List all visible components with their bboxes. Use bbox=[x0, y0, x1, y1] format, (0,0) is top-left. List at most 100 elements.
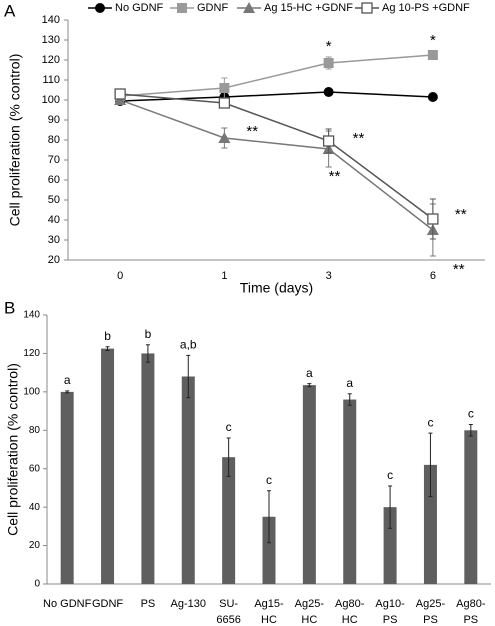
marker bbox=[218, 132, 231, 143]
x-tick-label: Ag80- bbox=[335, 598, 365, 610]
x-tick-label: HC bbox=[261, 614, 277, 626]
x-tick-label: PS bbox=[463, 614, 478, 626]
marker bbox=[427, 50, 438, 60]
error-bar bbox=[226, 437, 231, 477]
marker bbox=[218, 97, 231, 109]
error-bar bbox=[267, 490, 271, 544]
y-tick-label: 0 bbox=[34, 579, 40, 590]
error-bar bbox=[468, 424, 473, 437]
x-tick-label: PS bbox=[383, 614, 398, 626]
annotation: ** bbox=[453, 261, 465, 278]
x-tick-label: No GDNF bbox=[43, 598, 92, 610]
error-bar bbox=[145, 344, 150, 363]
annotation: ** bbox=[455, 206, 467, 223]
y-tick-label: 100 bbox=[42, 94, 60, 106]
marker bbox=[323, 58, 334, 68]
error-bar bbox=[65, 390, 70, 394]
x-tick-label: 0 bbox=[117, 270, 123, 282]
x-axis-title: Time (days) bbox=[240, 280, 313, 296]
series-line bbox=[120, 54, 433, 97]
bar bbox=[222, 457, 236, 584]
y-tick-label: 140 bbox=[23, 310, 40, 321]
x-tick-label: Ag-130 bbox=[171, 598, 206, 610]
marker bbox=[114, 88, 126, 100]
error-bar bbox=[186, 354, 191, 399]
error-bar bbox=[347, 393, 352, 406]
y-tick-label: 80 bbox=[29, 425, 41, 436]
annotation: ** bbox=[329, 168, 341, 185]
annotation: ** bbox=[353, 130, 365, 147]
marker bbox=[427, 92, 438, 102]
x-tick-label: Ag10- bbox=[375, 598, 405, 610]
bar bbox=[101, 348, 115, 584]
significance-letter: a bbox=[306, 366, 313, 380]
significance-letter: b bbox=[104, 329, 111, 343]
x-tick-label: 6 bbox=[430, 270, 436, 282]
y-tick-label: 130 bbox=[42, 34, 60, 46]
significance-letter: b bbox=[145, 327, 152, 341]
error-bar bbox=[307, 383, 312, 388]
y-tick-label: 30 bbox=[48, 234, 60, 246]
bar bbox=[302, 385, 316, 584]
y-tick-label: 120 bbox=[23, 348, 40, 359]
bar bbox=[383, 507, 397, 584]
bar bbox=[464, 430, 478, 584]
marker bbox=[219, 83, 230, 93]
marker bbox=[361, 2, 373, 14]
y-tick-label: 20 bbox=[29, 540, 41, 551]
x-tick-label: PS bbox=[423, 614, 438, 626]
panel-label: B bbox=[4, 298, 15, 317]
marker bbox=[243, 2, 255, 13]
series-line bbox=[119, 99, 434, 231]
annotation: * bbox=[430, 32, 436, 49]
significance-letter: a,b bbox=[180, 338, 197, 352]
series-line bbox=[120, 93, 434, 220]
x-tick-label: Ag15- bbox=[254, 598, 284, 610]
significance-letter: c bbox=[266, 473, 272, 487]
y-tick-label: 40 bbox=[48, 214, 60, 226]
legend-label: No GDNF bbox=[115, 2, 164, 14]
y-axis-title: Cell proliferation (% control) bbox=[7, 54, 23, 227]
x-tick-label: 1 bbox=[221, 270, 227, 282]
error-bar bbox=[428, 432, 433, 498]
x-tick-label: 3 bbox=[326, 270, 332, 282]
bar bbox=[141, 353, 155, 584]
x-tick-label: HC bbox=[301, 614, 317, 626]
y-tick-label: 70 bbox=[48, 154, 60, 166]
y-tick-label: 40 bbox=[29, 502, 41, 513]
y-tick-label: 140 bbox=[42, 14, 60, 26]
x-tick-label: Ag25- bbox=[295, 598, 325, 610]
legend-label: Ag 15-HC +GDNF bbox=[264, 2, 353, 14]
marker bbox=[95, 3, 105, 13]
y-tick-label: 80 bbox=[48, 134, 60, 146]
y-tick-label: 60 bbox=[48, 174, 60, 186]
x-tick-label: Ag80- bbox=[456, 598, 486, 610]
marker bbox=[322, 135, 335, 147]
y-tick-label: 50 bbox=[48, 194, 60, 206]
error-bar bbox=[388, 485, 393, 529]
y-tick-label: 100 bbox=[23, 386, 40, 397]
y-tick-label: 60 bbox=[29, 463, 41, 474]
marker bbox=[427, 213, 439, 225]
significance-letter: c bbox=[387, 468, 393, 482]
significance-letter: a bbox=[64, 373, 71, 387]
annotation: ** bbox=[246, 123, 258, 140]
y-tick-label: 20 bbox=[48, 254, 60, 266]
y-tick-label: 90 bbox=[48, 114, 60, 126]
series-line bbox=[120, 91, 433, 102]
legend-label: GDNF bbox=[197, 2, 228, 14]
significance-letter: c bbox=[468, 407, 474, 421]
y-axis-title: Cell proliferation (% control) bbox=[5, 363, 21, 536]
x-tick-label: HC bbox=[342, 614, 358, 626]
x-tick-label: GDNF bbox=[92, 598, 123, 610]
marker bbox=[323, 87, 334, 97]
annotation: * bbox=[326, 38, 332, 55]
significance-letter: c bbox=[427, 415, 433, 429]
y-tick-label: 120 bbox=[42, 54, 60, 66]
legend-label: Ag 10-PS +GDNF bbox=[382, 2, 470, 14]
x-tick-label: PS bbox=[141, 598, 156, 610]
bar bbox=[343, 399, 357, 584]
bar bbox=[181, 376, 195, 584]
bar bbox=[262, 516, 276, 584]
